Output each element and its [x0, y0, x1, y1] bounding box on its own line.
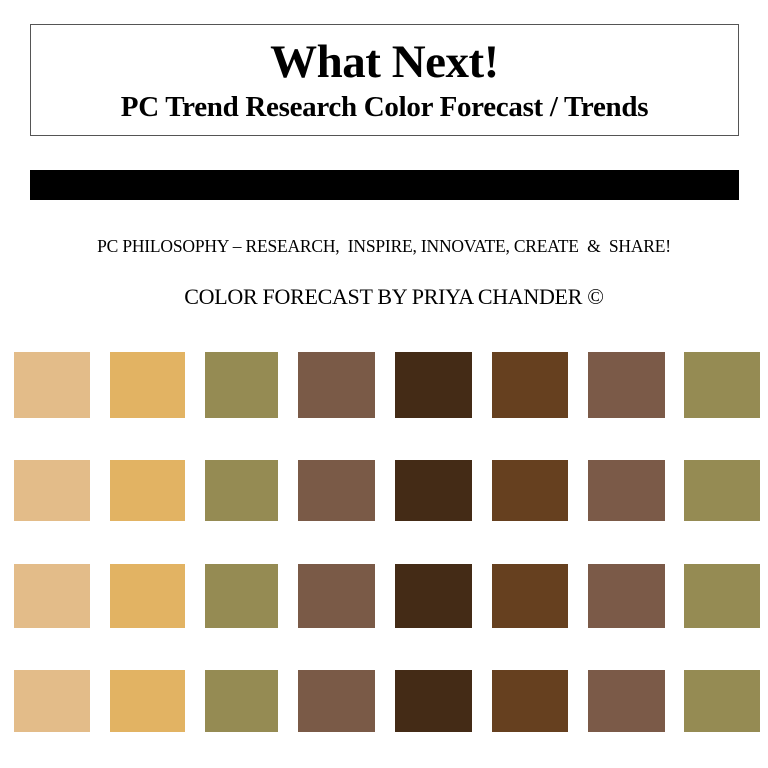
color-swatch	[395, 352, 472, 418]
color-swatch	[588, 564, 665, 628]
color-swatch	[298, 460, 375, 521]
color-swatch	[14, 670, 90, 732]
color-swatch	[205, 352, 278, 418]
color-swatch	[395, 460, 472, 521]
color-swatch	[298, 670, 375, 732]
color-swatch	[298, 564, 375, 628]
color-swatch	[492, 564, 568, 628]
color-swatch	[492, 460, 568, 521]
color-swatch	[205, 670, 278, 732]
color-swatch	[588, 670, 665, 732]
philosophy-text: PC PHILOSOPHY – RESEARCH, INSPIRE, INNOV…	[97, 236, 671, 256]
color-swatch	[205, 564, 278, 628]
page-title: What Next!	[270, 36, 499, 88]
color-swatch	[205, 460, 278, 521]
color-swatch	[110, 460, 185, 521]
color-swatch	[14, 460, 90, 521]
color-swatch	[110, 564, 185, 628]
page-subtitle: PC Trend Research Color Forecast / Trend…	[120, 91, 649, 123]
color-swatch	[14, 352, 90, 418]
color-swatch	[684, 670, 760, 732]
color-swatch	[684, 352, 760, 418]
color-swatch	[395, 670, 472, 732]
color-swatch	[492, 352, 568, 418]
color-swatch	[298, 352, 375, 418]
color-swatch	[110, 670, 185, 732]
color-swatch	[14, 564, 90, 628]
color-swatch	[395, 564, 472, 628]
color-swatch	[492, 670, 568, 732]
color-swatch	[588, 460, 665, 521]
color-swatch	[110, 352, 185, 418]
color-swatch	[588, 352, 665, 418]
color-swatch	[684, 460, 760, 521]
divider-bar	[30, 170, 739, 200]
title-box: What Next! PC Trend Research Color Forec…	[30, 24, 739, 136]
color-swatch	[684, 564, 760, 628]
credit-text: COLOR FORECAST BY PRIYA CHANDER ©	[184, 284, 604, 309]
